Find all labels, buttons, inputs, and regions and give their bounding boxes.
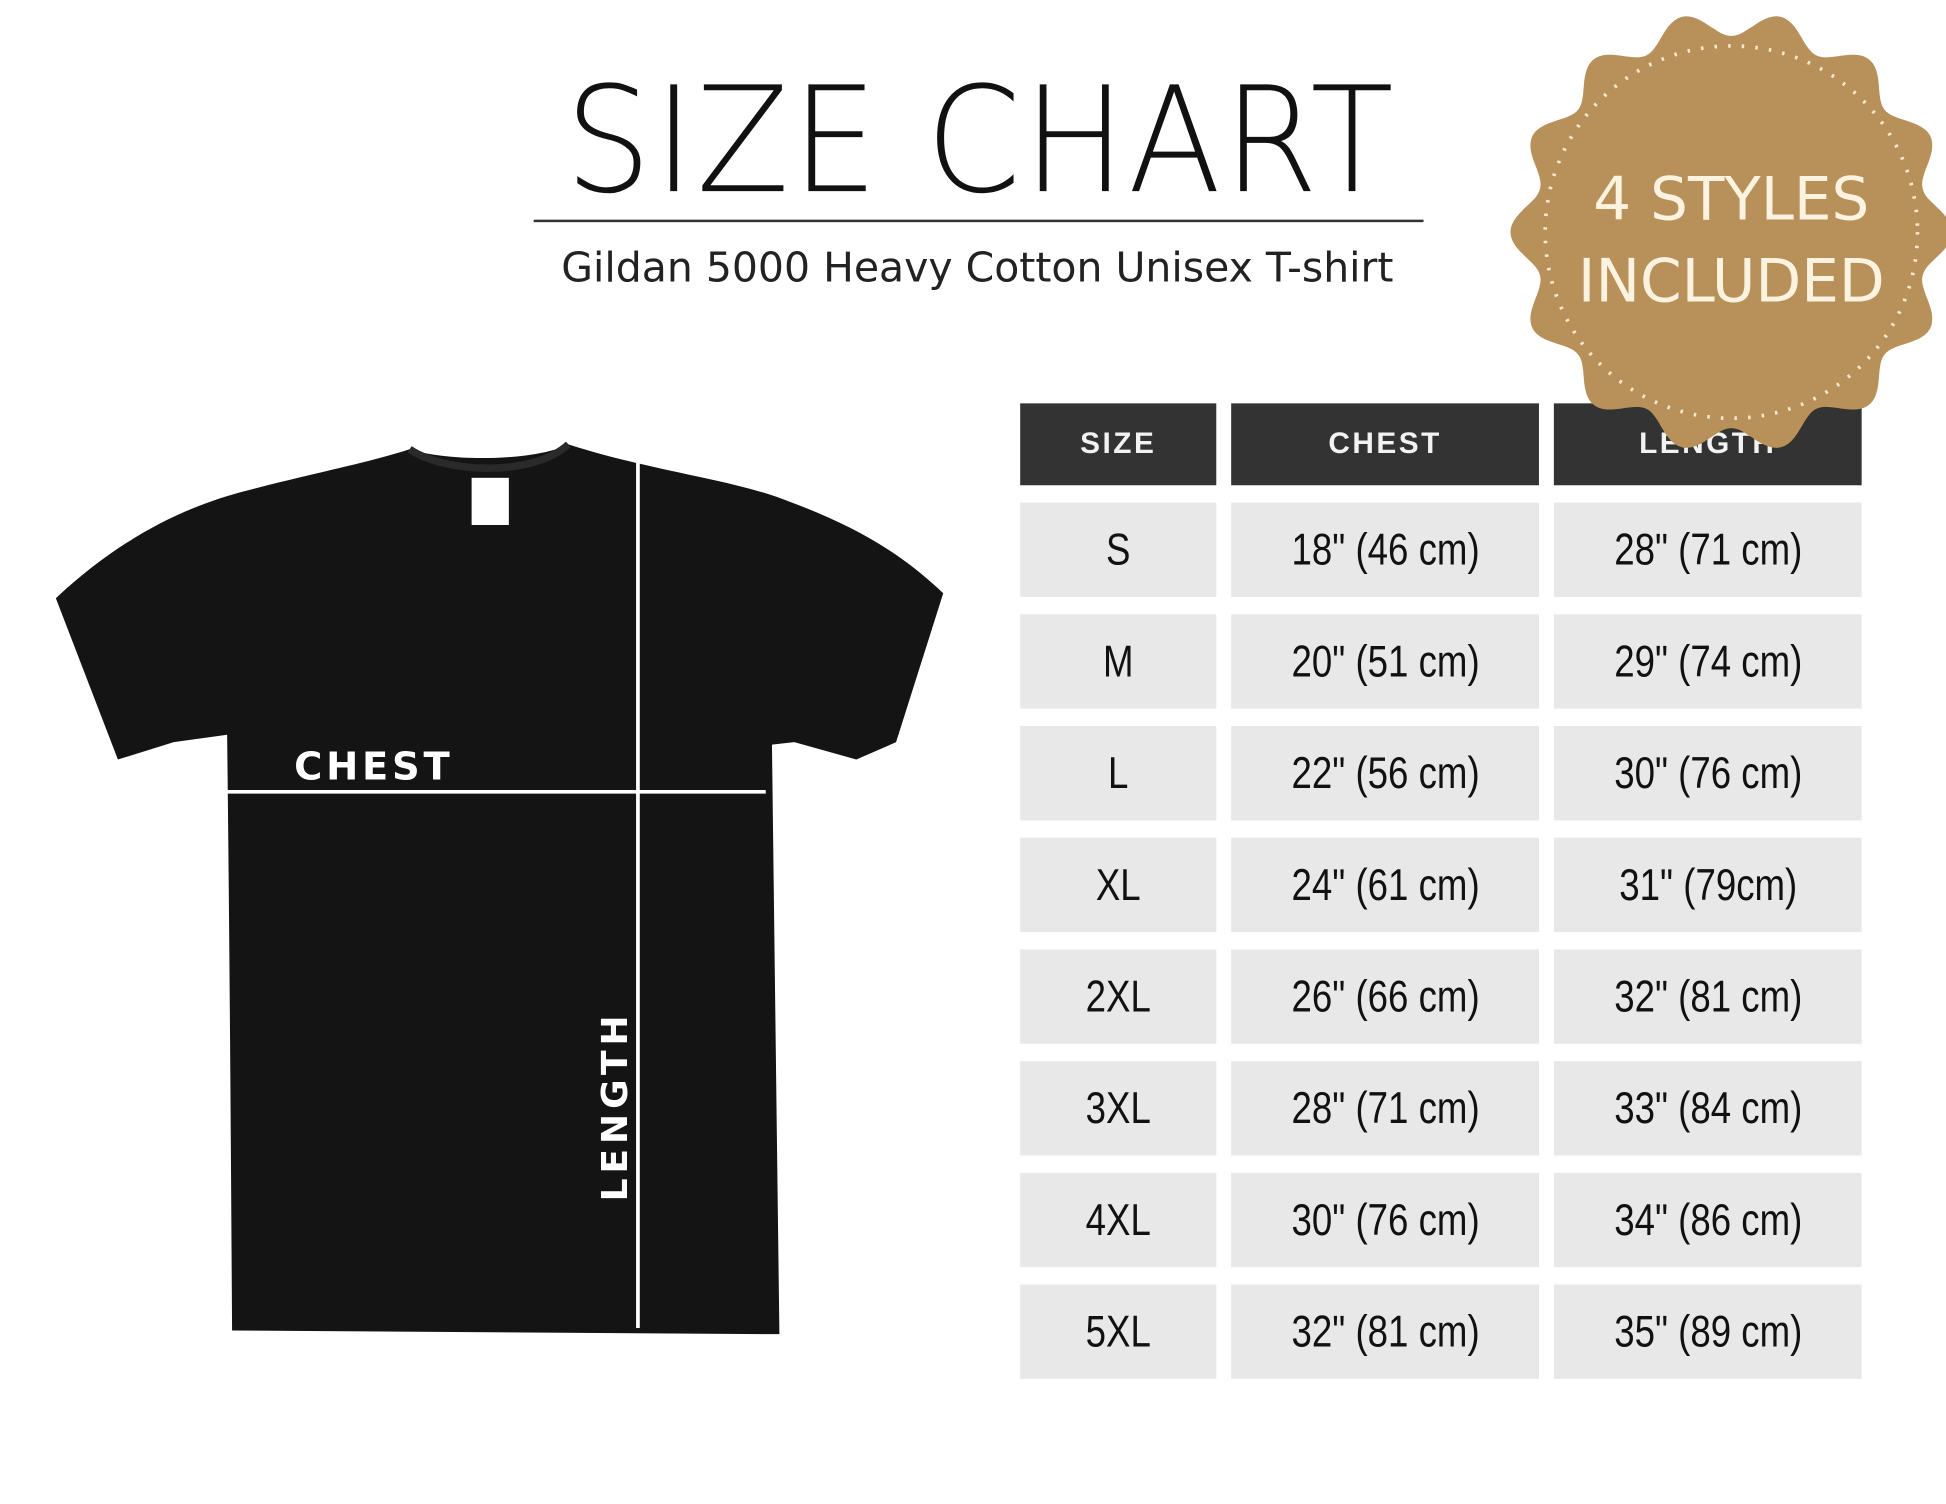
table-cell: 18" (46 cm) xyxy=(1231,502,1539,597)
page-title: SIZE CHART xyxy=(564,54,1396,226)
title-divider xyxy=(533,219,1424,223)
column-header-chest: CHEST xyxy=(1231,403,1539,486)
page-subtitle: Gildan 5000 Heavy Cotton Unisex T-shirt xyxy=(561,243,1394,292)
cell-text: 29" (74 cm) xyxy=(1613,635,1802,687)
badge-line-1: 4 STYLES xyxy=(1593,166,1869,235)
cell-text: M xyxy=(1102,635,1134,687)
table-cell: 28" (71 cm) xyxy=(1553,502,1862,597)
table-cell: 28" (71 cm) xyxy=(1231,1061,1539,1156)
cell-text: 3XL xyxy=(1085,1082,1151,1134)
cell-text: 2XL xyxy=(1085,970,1151,1022)
table-cell: 2XL xyxy=(1020,949,1217,1044)
badge-scalloped-seal xyxy=(1510,16,1946,448)
cell-text: 24" (61 cm) xyxy=(1291,858,1480,910)
chest-label: CHEST xyxy=(294,744,453,789)
cell-text: L xyxy=(1108,747,1129,799)
table-cell: 31" (79cm) xyxy=(1553,837,1862,933)
badge-line-2: INCLUDED xyxy=(1578,248,1885,317)
cell-text: S xyxy=(1106,523,1131,575)
cell-text: 30" (76 cm) xyxy=(1291,1193,1480,1245)
table-cell: 26" (66 cm) xyxy=(1231,949,1539,1044)
collar xyxy=(407,441,571,472)
cell-text: 30" (76 cm) xyxy=(1613,747,1802,799)
table-cell: XL xyxy=(1020,837,1217,933)
cell-text: 28" (71 cm) xyxy=(1291,1082,1480,1134)
table-cell: S xyxy=(1020,502,1217,597)
cell-text: 32" (81 cm) xyxy=(1291,1305,1480,1357)
table-cell: 30" (76 cm) xyxy=(1231,1172,1539,1268)
table-cell: 29" (74 cm) xyxy=(1553,614,1862,709)
table-cell: 3XL xyxy=(1020,1061,1217,1156)
table-cell: 34" (86 cm) xyxy=(1553,1172,1862,1268)
table-cell: 20" (51 cm) xyxy=(1231,614,1539,709)
table-cell: 30" (76 cm) xyxy=(1553,726,1862,821)
styles-badge: 4 STYLES INCLUDED xyxy=(1510,16,1946,448)
cell-text: 18" (46 cm) xyxy=(1291,523,1480,575)
cell-text: 5XL xyxy=(1085,1305,1151,1357)
table-cell: 22" (56 cm) xyxy=(1231,726,1539,821)
column-header-size: SIZE xyxy=(1020,403,1217,486)
cell-text: 31" (79cm) xyxy=(1618,858,1797,910)
cell-text: XL xyxy=(1095,858,1141,910)
column-header-length: LENGTH xyxy=(1553,403,1862,486)
table-cell: 35" (89 cm) xyxy=(1553,1284,1862,1379)
table-cell: 33" (84 cm) xyxy=(1553,1061,1862,1156)
cell-text: 32" (81 cm) xyxy=(1613,970,1802,1022)
neck-tag xyxy=(471,477,509,525)
cell-text: 34" (86 cm) xyxy=(1613,1193,1802,1245)
cell-text: 35" (89 cm) xyxy=(1613,1305,1802,1357)
table-cell: L xyxy=(1020,726,1217,821)
tshirt-diagram: CHEST LENGTH xyxy=(55,441,944,1335)
cell-text: 4XL xyxy=(1085,1193,1151,1245)
table-cell: 24" (61 cm) xyxy=(1231,837,1539,933)
table-cell: 32" (81 cm) xyxy=(1231,1284,1539,1379)
length-label: LENGTH xyxy=(595,1010,636,1201)
cell-text: 33" (84 cm) xyxy=(1613,1082,1802,1134)
cell-text: 26" (66 cm) xyxy=(1291,970,1480,1022)
table-cell: M xyxy=(1020,614,1217,709)
cell-text: 20" (51 cm) xyxy=(1291,635,1480,687)
tshirt-shape xyxy=(55,444,944,1335)
table-cell: 5XL xyxy=(1020,1284,1217,1379)
table-cell: 32" (81 cm) xyxy=(1553,949,1862,1044)
table-cell: 4XL xyxy=(1020,1172,1217,1268)
cell-text: 28" (71 cm) xyxy=(1613,523,1802,575)
cell-text: 22" (56 cm) xyxy=(1291,747,1480,799)
badge-dotted-border xyxy=(1543,44,1920,421)
